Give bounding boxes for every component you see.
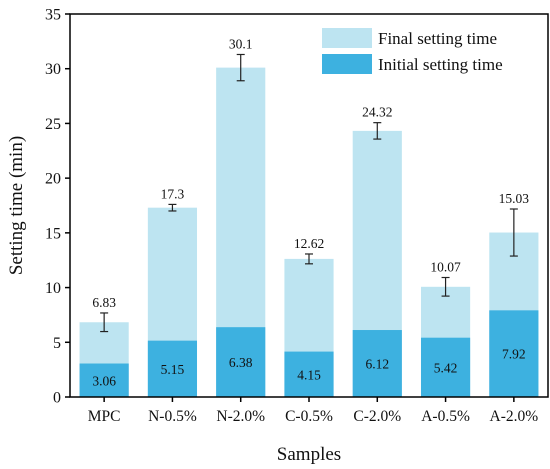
y-tick-label-5: 5 [53, 335, 61, 352]
x-tick-label-n-0-5: N-0.5% [148, 408, 197, 425]
bar-initial-n-2-0 [216, 327, 266, 397]
data-label-initial-mpc: 3.06 [92, 373, 116, 388]
bar-initial-a-2-0 [489, 310, 539, 397]
x-axis-title: Samples [277, 444, 341, 465]
y-tick-label-10: 10 [45, 280, 61, 297]
error-bar-c-0-5 [305, 253, 313, 265]
y-tick-label-25: 25 [45, 116, 61, 133]
y-tick-label-20: 20 [45, 171, 61, 188]
bar-initial-c-2-0 [352, 330, 402, 397]
data-label-final-a-0-5: 10.07 [430, 260, 461, 275]
bar-initial-a-0-5 [420, 337, 471, 397]
error-bar-n-2-0 [236, 53, 245, 82]
y-tick-label-15: 15 [45, 225, 61, 242]
legend: Final setting time Initial setting time [322, 28, 503, 74]
x-tick-label-n-2-0: N-2.0% [216, 408, 265, 425]
data-label-initial-a-2-0: 7.92 [502, 347, 526, 362]
bars-layer [79, 67, 539, 398]
data-label-final-mpc: 6.83 [92, 295, 116, 310]
data-label-final-n-2-0: 30.1 [229, 36, 253, 51]
data-label-final-n-0-5: 17.3 [161, 186, 185, 201]
bar-initial-mpc [79, 363, 129, 397]
x-tick-label-a-2-0: A-2.0% [490, 408, 539, 425]
legend-swatch-initial-setting-time [322, 54, 372, 74]
data-label-initial-c-0-5: 4.15 [297, 367, 321, 382]
x-tick-label-mpc: MPC [88, 408, 121, 425]
legend-label-initial-setting-time: Initial setting time [378, 55, 503, 74]
y-tick-label-0: 0 [53, 390, 61, 407]
data-label-initial-n-0-5: 5.15 [161, 362, 185, 377]
data-label-initial-n-2-0: 6.38 [229, 355, 253, 370]
bar-initial-n-0-5 [147, 340, 198, 397]
data-label-final-a-2-0: 15.03 [499, 191, 530, 206]
data-label-final-c-2-0: 24.32 [362, 105, 392, 120]
bar-initial-c-0-5 [284, 351, 334, 397]
y-axis-title: Setting time (min) [6, 136, 27, 275]
error-bar-mpc [100, 312, 109, 333]
axis-ticks-layer: MPC N-0.5% N-2.0% C-0.5% C-2.0% A-0.5% A-2.0% 0… [45, 7, 538, 426]
data-label-initial-c-2-0: 6.12 [365, 357, 389, 372]
error-bar-c-2-0 [373, 122, 382, 140]
y-tick-label-30: 30 [45, 61, 61, 78]
error-bar-a-0-5 [441, 276, 450, 297]
error-bar-a-2-0 [509, 208, 518, 257]
x-tick-label-a-0-5: A-0.5% [421, 408, 470, 425]
data-label-final-c-0-5: 12.62 [294, 236, 324, 251]
legend-label-final-setting-time: Final setting time [378, 29, 497, 48]
data-label-initial-a-0-5: 5.42 [434, 360, 458, 375]
error-bars-layer [100, 53, 518, 333]
x-tick-label-c-2-0: C-2.0% [353, 408, 401, 425]
legend-swatch-final-setting-time [322, 28, 372, 48]
error-bar-n-0-5 [168, 203, 177, 212]
y-tick-label-35: 35 [45, 7, 61, 24]
x-tick-label-c-0-5: C-0.5% [285, 408, 333, 425]
data-labels-layer: 6.83 3.06 17.3 5.15 30.1 6.38 12.62 4.15 24.32 6.… [92, 36, 529, 388]
